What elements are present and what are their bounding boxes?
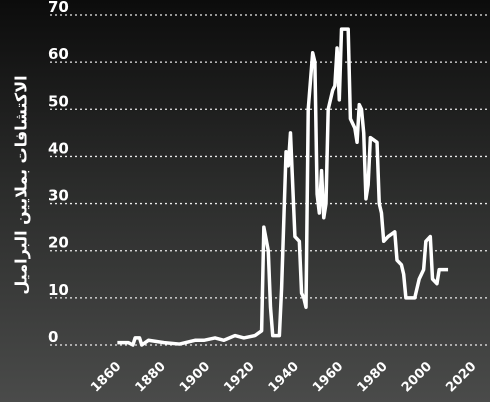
y-tick-label: 20 [48, 234, 69, 252]
y-tick-label: 60 [48, 45, 69, 63]
y-tick-label: 30 [48, 187, 69, 205]
data-line [117, 27, 449, 347]
y-axis-label: الاكتشافات بملايين البراميل [12, 75, 31, 294]
y-tick-label: 10 [48, 281, 69, 299]
y-tick-label: 0 [48, 328, 58, 346]
y-tick-label: 50 [48, 92, 69, 110]
y-tick-label: 40 [48, 139, 69, 157]
y-tick-label: 70 [48, 0, 69, 16]
